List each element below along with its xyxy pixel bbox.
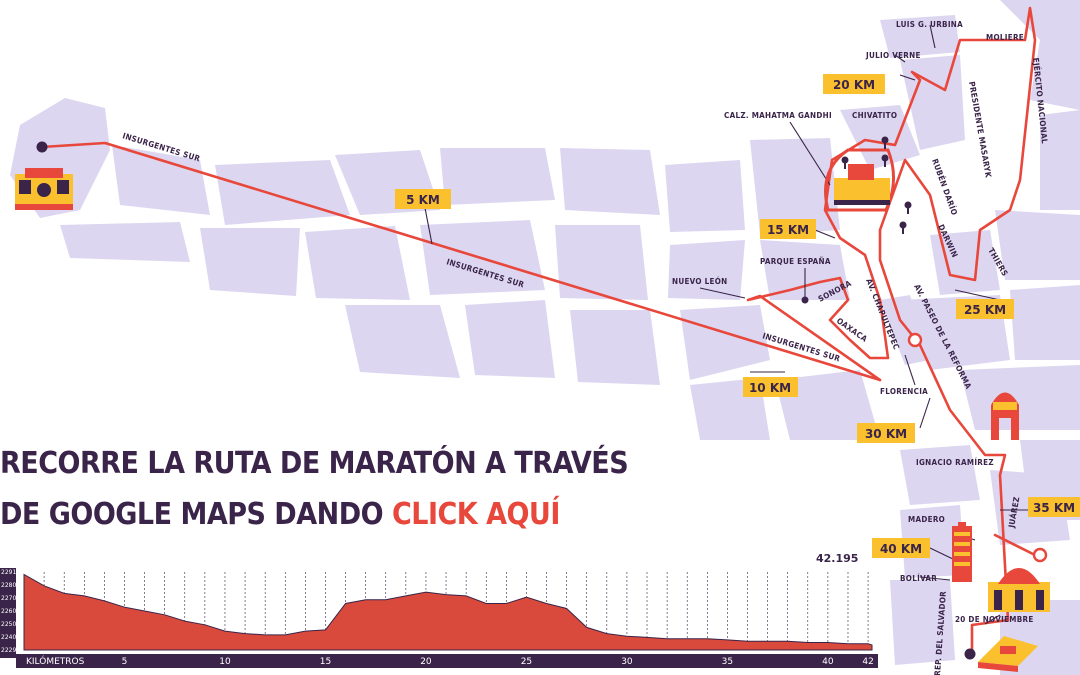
street-bolivar: BOLÍVAR (900, 572, 937, 583)
elevation-y-tick-label: 2270 (1, 595, 16, 602)
elevation-x-tick-label: 10 (219, 657, 231, 667)
street-calz-mahatma-gandhi: CALZ. MAHATMA GANDHI (724, 111, 832, 120)
elevation-area (23, 573, 873, 651)
click-here-link[interactable]: CLICK AQUÍ (391, 497, 560, 532)
km-badge-5: 5 KM (395, 189, 451, 209)
km-badge-10: 10 KM (743, 377, 798, 397)
elevation-y-tick-label: 2250 (1, 621, 16, 628)
street-nuevo-leon: NUEVO LEÓN (672, 275, 727, 286)
km-badge-20: 20 KM (823, 74, 885, 94)
castillo-chapultepec-icon (824, 148, 895, 212)
svg-text:15 KM: 15 KM (767, 223, 809, 237)
elevation-end-label: 42.195 (816, 552, 858, 565)
svg-text:25 KM: 25 KM (964, 303, 1006, 317)
elevation-x-tick-label: 35 (722, 657, 733, 667)
street-ruben-dario: RUBÉN DARÍO (930, 157, 961, 217)
street-ignacio-ramirez: IGNACIO RAMÍREZ (916, 456, 994, 467)
svg-text:10 KM: 10 KM (749, 381, 791, 395)
svg-text:5 KM: 5 KM (406, 193, 440, 207)
elevation-x-tick-label: 40 (822, 657, 834, 667)
elevation-y-tick-label: 2291 (1, 569, 16, 576)
elevation-x-axis-bar (16, 654, 878, 668)
km-badge-40: 40 KM (872, 538, 930, 558)
km-badge-35: 35 KM (1028, 497, 1080, 517)
elevation-x-tick-label: 5 (122, 657, 128, 667)
elevation-y-tick-label: 2260 (1, 608, 16, 615)
svg-text:40 KM: 40 KM (880, 542, 922, 556)
street-madero: MADERO (908, 515, 945, 524)
elevation-x-tick-label: 30 (621, 657, 633, 667)
elevation-y-tick-label: 2240 (1, 634, 16, 641)
elevation-x-tick-label: 20 (420, 657, 432, 667)
headline-line-1: RECORRE LA RUTA DE MARATÓN A TRAVÉS (0, 446, 629, 481)
km-badge-15: 15 KM (760, 219, 816, 239)
street-chivatito: CHIVATITO (852, 111, 897, 120)
bellas-artes-icon (988, 568, 1050, 612)
elevation-x-axis-label: KILÓMETROS (26, 655, 85, 667)
street-julio-verne: JULIO VERNE (865, 51, 921, 60)
elevation-x-ticks: 5 10 15 20 25 30 35 40 42 (122, 657, 874, 667)
map-pin-icons (841, 136, 912, 234)
street-parque-espana: PARQUE ESPAÑA (760, 256, 831, 266)
km-badge-30: 30 KM (857, 423, 915, 443)
elevation-y-tick-label: 2229 (1, 647, 16, 654)
svg-text:30 KM: 30 KM (865, 427, 907, 441)
route-end-dot (964, 648, 976, 660)
elevation-y-ticks: 2291 2280 2270 2260 2250 2240 2229 (1, 569, 16, 654)
turnaround-circle-reforma (907, 332, 923, 348)
zocalo-icon (978, 636, 1038, 672)
elevation-profile-chart: KILÓMETROS 5 10 15 20 25 30 35 40 42 2291 2280 227… (0, 552, 878, 668)
street-presidente-masaryk: PRESIDENTE MASARYK (967, 81, 993, 179)
parque-espana-pin (801, 296, 809, 304)
headline-line-2-prefix: DE GOOGLE MAPS DANDO (0, 497, 392, 532)
monumento-revolucion-icon (991, 392, 1019, 440)
torre-latinoamericana-icon (952, 522, 972, 582)
elevation-x-tick-label: 42 (862, 657, 873, 667)
elevation-x-tick-label: 25 (521, 657, 532, 667)
headline-line-2: DE GOOGLE MAPS DANDO CLICK AQUÍ (0, 497, 560, 532)
street-luis-g-urbina: LUIS G. URBINA (896, 20, 963, 29)
elevation-y-tick-label: 2280 (1, 582, 16, 589)
street-florencia: FLORENCIA (880, 387, 928, 396)
elevation-y-axis-bar (0, 568, 16, 658)
svg-text:20 KM: 20 KM (833, 78, 875, 92)
auditorio-icon (15, 168, 73, 210)
route-start-dot (36, 141, 48, 153)
svg-text:35 KM: 35 KM (1033, 501, 1075, 515)
turnaround-circle-juarez (1032, 547, 1048, 563)
km-badge-25: 25 KM (956, 299, 1014, 319)
elevation-x-tick-label: 15 (320, 657, 331, 667)
street-20-de-noviembre: 20 DE NOVIEMBRE (955, 615, 1034, 624)
street-moliere: MOLIERE (986, 33, 1024, 42)
